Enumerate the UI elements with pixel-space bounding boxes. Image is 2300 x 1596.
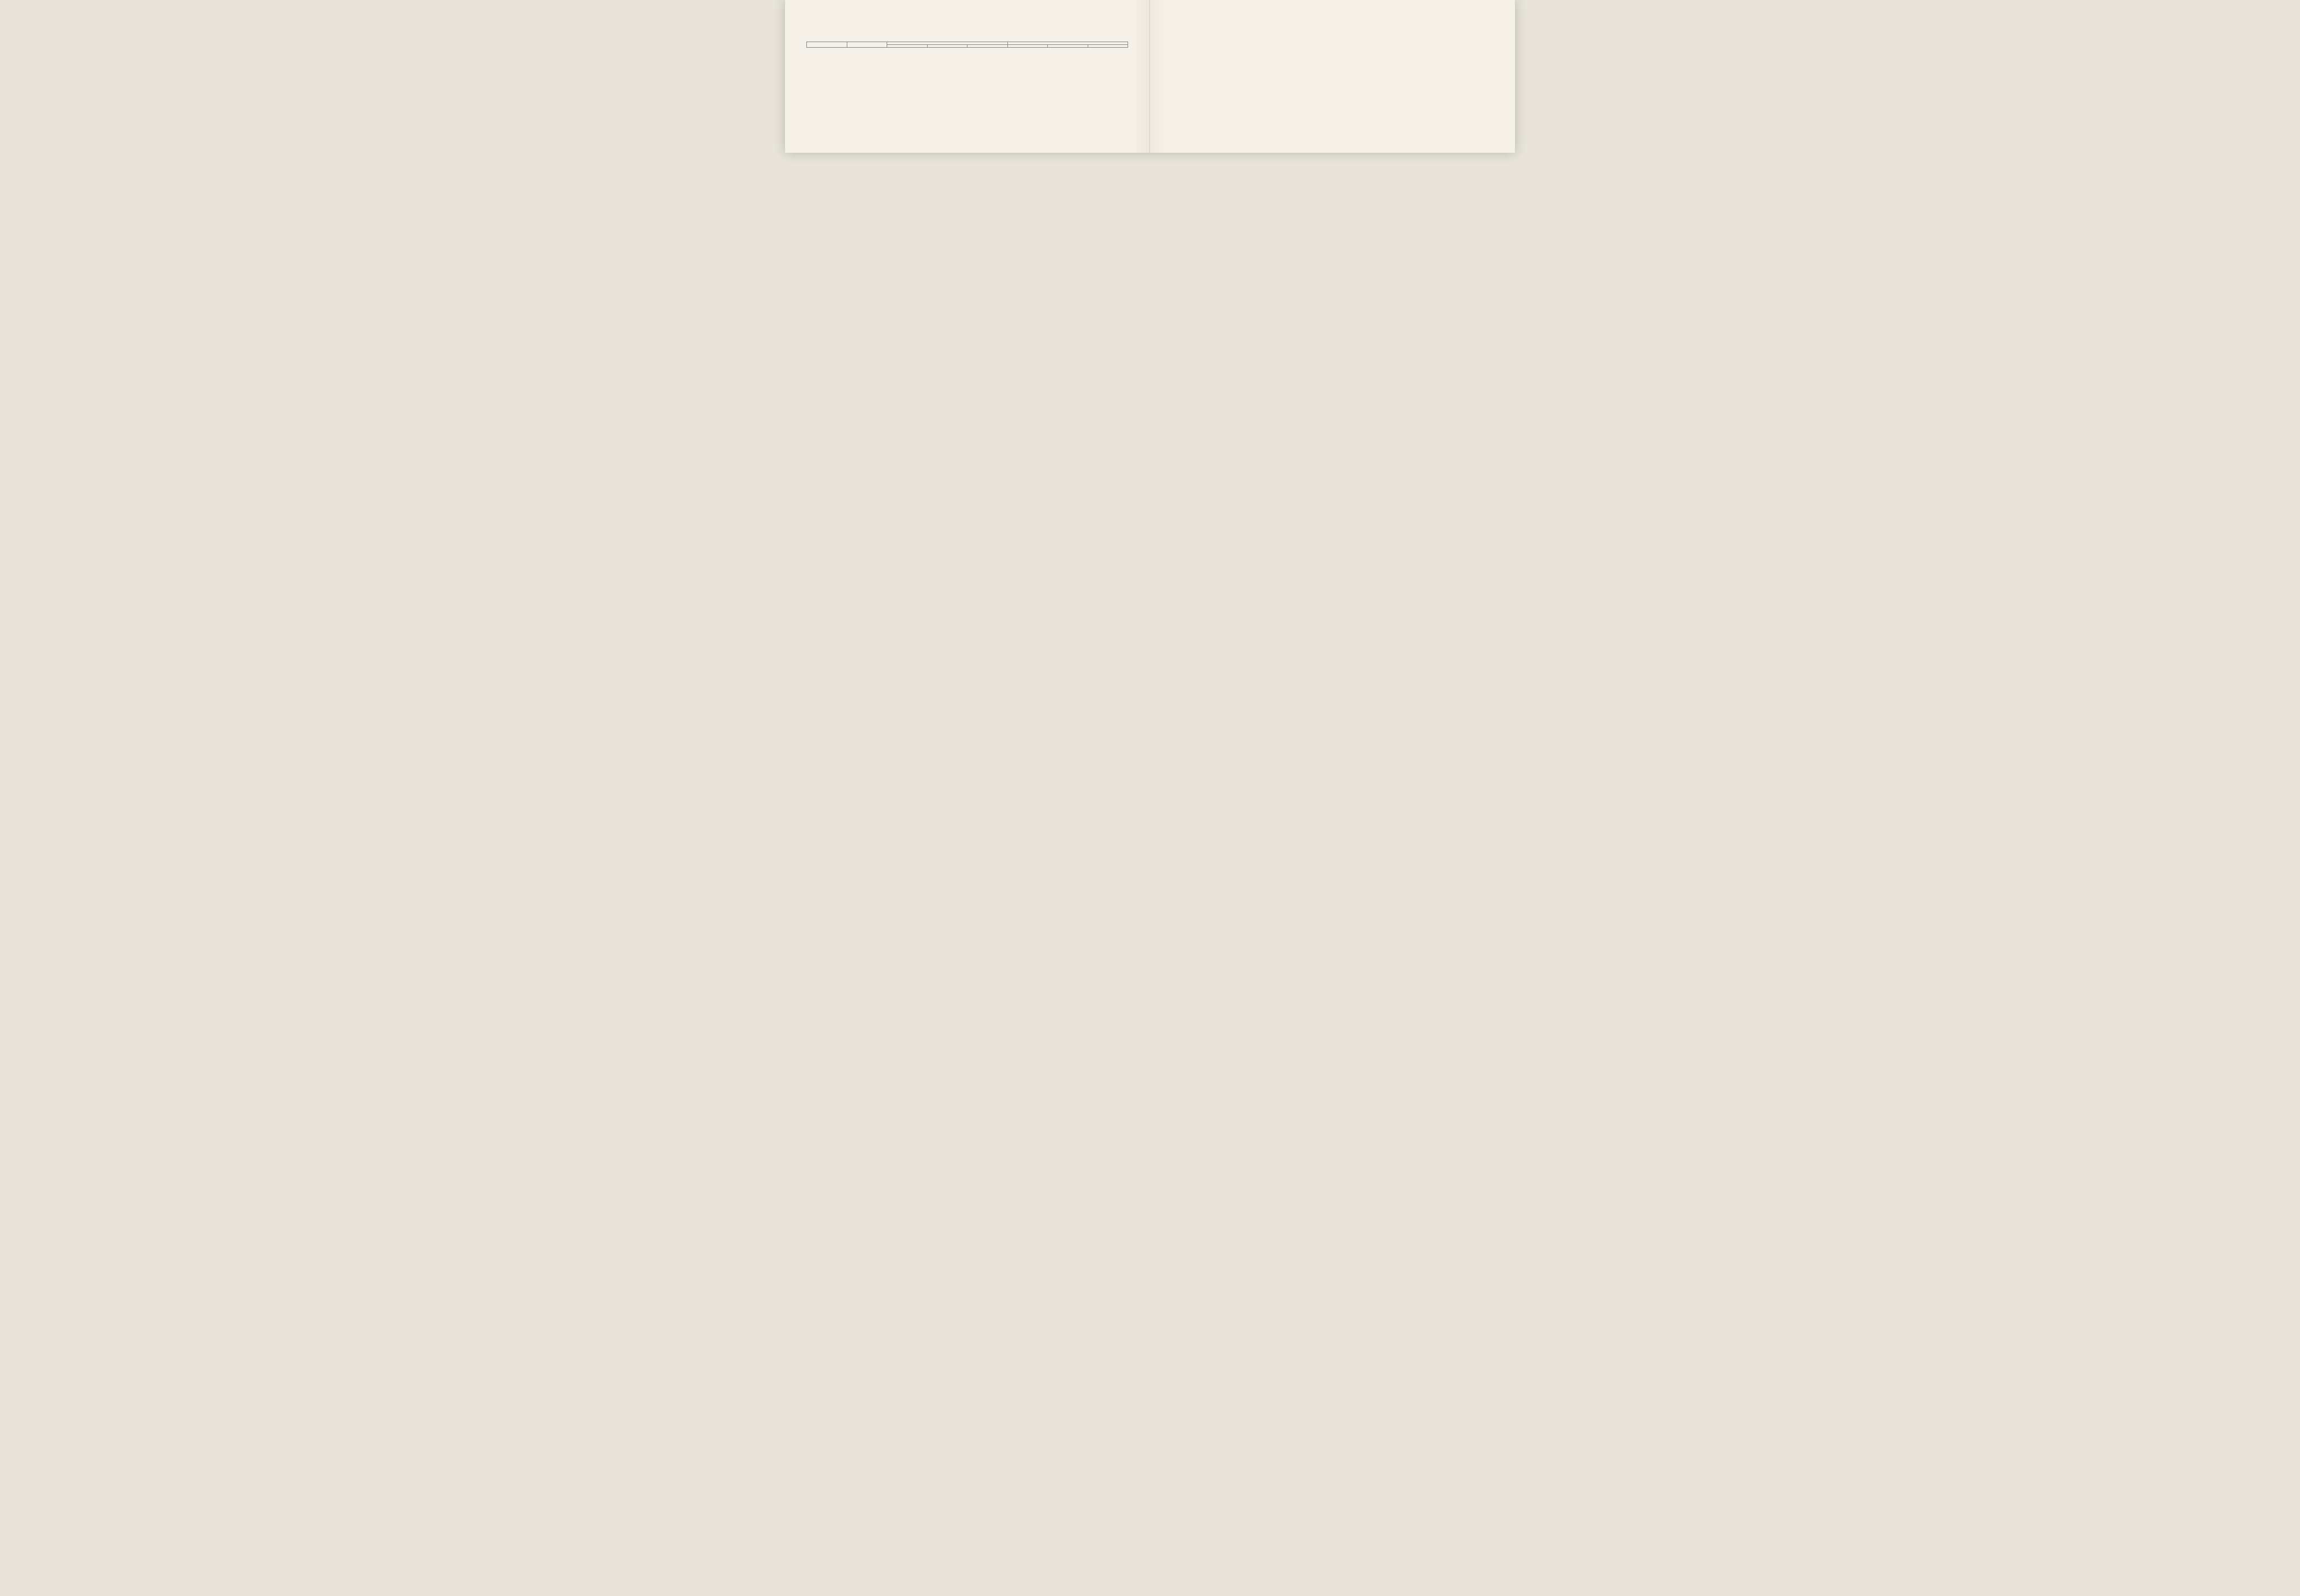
th-ialt2 (1088, 45, 1128, 48)
th-teori1 (887, 45, 928, 48)
page-left (785, 0, 1150, 153)
book-spread (785, 0, 1515, 153)
th-teacher (807, 42, 847, 48)
th-ialt1 (968, 45, 1008, 48)
left-body-text (806, 34, 1128, 35)
th-ov1 (927, 45, 968, 48)
right-columns (1171, 36, 1494, 130)
geometry-diagram (1193, 40, 1305, 130)
th-ov2 (1048, 45, 1088, 48)
page-right (1150, 0, 1515, 153)
th-subject (847, 42, 887, 48)
th-teori2 (1007, 45, 1048, 48)
course-table (806, 42, 1128, 48)
diagram-svg (1193, 40, 1305, 130)
